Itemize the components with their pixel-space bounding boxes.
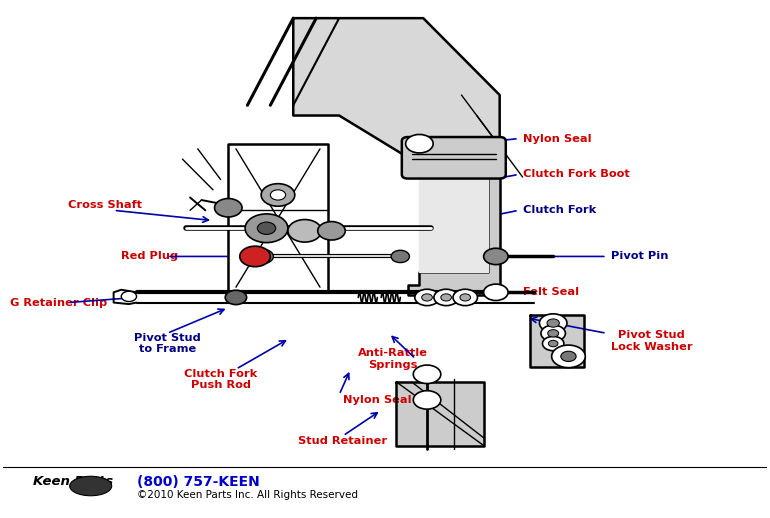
Circle shape	[440, 294, 451, 301]
Circle shape	[434, 289, 458, 306]
Circle shape	[547, 319, 559, 327]
Circle shape	[215, 198, 242, 217]
Circle shape	[541, 325, 565, 341]
Polygon shape	[408, 164, 500, 295]
Text: Clutch Fork: Clutch Fork	[523, 205, 596, 215]
Circle shape	[288, 220, 322, 242]
Polygon shape	[397, 382, 484, 446]
Text: Felt Seal: Felt Seal	[523, 287, 579, 297]
Circle shape	[413, 365, 440, 383]
Circle shape	[547, 329, 559, 337]
Circle shape	[422, 294, 433, 301]
Circle shape	[561, 351, 576, 362]
Circle shape	[318, 222, 345, 240]
Ellipse shape	[69, 476, 112, 496]
FancyBboxPatch shape	[402, 137, 506, 179]
Circle shape	[415, 289, 439, 306]
Text: Pivot Pin: Pivot Pin	[611, 251, 668, 262]
Circle shape	[413, 391, 440, 409]
Circle shape	[252, 249, 273, 264]
Text: Keen Parts: Keen Parts	[33, 476, 113, 488]
Circle shape	[540, 314, 567, 332]
Text: Stud Retainer: Stud Retainer	[299, 436, 387, 446]
Circle shape	[460, 294, 470, 301]
Circle shape	[543, 336, 564, 351]
Circle shape	[270, 190, 286, 200]
Polygon shape	[228, 143, 328, 292]
Circle shape	[245, 214, 288, 242]
Text: Pivot Stud
Lock Washer: Pivot Stud Lock Washer	[611, 330, 692, 352]
Circle shape	[548, 340, 558, 347]
Circle shape	[261, 184, 295, 206]
Circle shape	[484, 284, 508, 300]
Text: Cross Shaft: Cross Shaft	[68, 200, 142, 210]
Text: (800) 757-KEEN: (800) 757-KEEN	[136, 475, 259, 489]
Text: Nylon Seal: Nylon Seal	[523, 134, 591, 143]
Circle shape	[121, 291, 136, 301]
Circle shape	[226, 290, 246, 305]
Circle shape	[484, 248, 508, 265]
Circle shape	[257, 222, 276, 235]
Circle shape	[391, 250, 410, 263]
Text: Pivot Stud
to Frame: Pivot Stud to Frame	[134, 333, 200, 354]
Text: Clutch Fork
Push Rod: Clutch Fork Push Rod	[184, 369, 257, 390]
Text: ©2010 Keen Parts Inc. All Rights Reserved: ©2010 Keen Parts Inc. All Rights Reserve…	[136, 490, 357, 500]
Circle shape	[551, 345, 585, 368]
Text: Red Plug: Red Plug	[121, 251, 179, 262]
Polygon shape	[420, 177, 488, 272]
Text: Clutch Fork Boot: Clutch Fork Boot	[523, 169, 629, 179]
Text: Nylon Seal: Nylon Seal	[343, 395, 412, 405]
Polygon shape	[531, 315, 584, 367]
Circle shape	[406, 135, 434, 153]
Polygon shape	[293, 18, 500, 167]
Text: Anti-Rattle
Springs: Anti-Rattle Springs	[358, 348, 428, 370]
Text: G Retainer Clip: G Retainer Clip	[11, 297, 108, 308]
Circle shape	[239, 246, 270, 267]
Circle shape	[453, 289, 477, 306]
